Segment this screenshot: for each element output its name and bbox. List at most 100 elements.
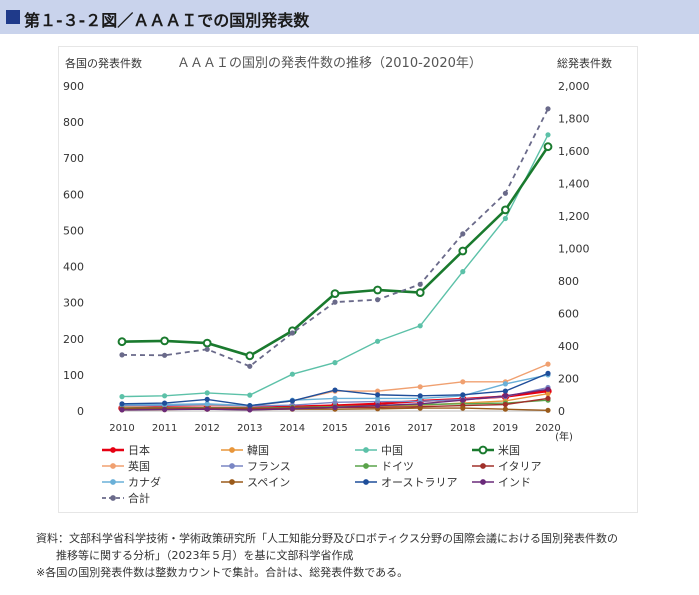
right-tick-label: 0 — [558, 405, 565, 418]
legend-marker — [229, 479, 235, 485]
legend-marker — [363, 479, 369, 485]
data-point — [162, 352, 168, 358]
data-point — [545, 106, 551, 112]
right-axis-label: 総発表件数 — [557, 56, 612, 70]
legend-label: 中国 — [381, 444, 403, 457]
left-tick-label: 300 — [63, 297, 84, 310]
data-point — [332, 387, 338, 393]
data-point — [375, 297, 381, 303]
data-point — [545, 386, 551, 392]
left-tick-label: 200 — [63, 333, 84, 346]
data-point — [289, 406, 295, 412]
x-unit-label: (年) — [555, 430, 573, 443]
data-point — [545, 391, 551, 397]
legend-marker — [229, 463, 235, 469]
right-tick-label: 1,600 — [558, 145, 590, 158]
legend-label: ドイツ — [381, 460, 414, 473]
data-point — [460, 231, 466, 237]
line-chart: 各国の発表件数 ＡＡＡＩの国別の発表件数の推移（2010-2020年） 総発表件数 0… — [63, 56, 612, 505]
left-tick-label: 100 — [63, 369, 84, 382]
data-point — [460, 405, 466, 411]
chart-panel — [58, 46, 638, 513]
x-tick-label: 2019 — [493, 423, 518, 434]
legend-marker — [480, 479, 486, 485]
right-tick-label: 800 — [558, 275, 579, 288]
data-point — [502, 406, 508, 412]
data-point — [332, 360, 338, 366]
x-tick-label: 2013 — [237, 423, 262, 434]
data-point — [458, 246, 468, 256]
data-point — [117, 337, 127, 347]
x-tick-label: 2017 — [407, 423, 432, 434]
data-point — [417, 384, 423, 390]
legend-marker — [229, 447, 235, 453]
data-point — [330, 289, 340, 299]
left-tick-label: 600 — [63, 188, 84, 201]
data-point — [417, 405, 423, 411]
legend-marker — [110, 447, 116, 453]
left-tick-label: 400 — [63, 261, 84, 274]
data-point — [119, 401, 125, 407]
legend-label: 韓国 — [247, 444, 269, 457]
source-note: 資料：文部科学省科学技術・学術政策研究所「人工知能分野及びロボティクス分野の国際… — [36, 530, 618, 581]
data-point — [119, 352, 125, 358]
x-tick-label: 2012 — [194, 423, 219, 434]
source-line-2: 推移等に関する分析」（2023年５月）を基に文部科学省作成 — [56, 549, 354, 562]
legend-marker — [478, 445, 488, 455]
data-point — [247, 407, 253, 413]
data-point — [502, 190, 508, 196]
left-tick-label: 700 — [63, 152, 84, 165]
data-point — [417, 393, 423, 399]
x-tick-label: 2018 — [450, 423, 475, 434]
legend-label: 英国 — [128, 459, 150, 473]
data-point — [502, 215, 508, 222]
data-point — [417, 281, 423, 287]
data-point — [375, 392, 381, 398]
data-point — [160, 336, 170, 346]
data-point — [162, 393, 168, 399]
left-tick-label: 800 — [63, 116, 84, 129]
data-point — [332, 395, 338, 401]
legend-label: 合計 — [128, 491, 150, 505]
data-point — [545, 407, 551, 413]
right-tick-label: 400 — [558, 340, 579, 353]
right-tick-label: 1,400 — [558, 178, 590, 191]
data-point — [502, 401, 508, 408]
legend-marker — [110, 495, 116, 501]
data-point — [417, 323, 423, 329]
data-point — [247, 392, 253, 398]
data-point — [545, 361, 551, 367]
data-point — [502, 388, 508, 394]
data-point — [502, 393, 508, 399]
series-line — [121, 108, 549, 368]
source-line-3: ※各国の国別発表件数は整数カウントで集計。合計は、総発表件数である。 — [36, 566, 409, 579]
legend-marker — [480, 463, 486, 469]
data-point — [375, 403, 381, 409]
data-point — [415, 288, 425, 298]
data-point — [162, 407, 168, 413]
x-tick-label: 2010 — [109, 423, 134, 434]
data-point — [460, 392, 466, 398]
left-tick-label: 500 — [63, 224, 84, 237]
series-line — [121, 134, 549, 398]
x-tick-label: 2016 — [365, 423, 390, 434]
right-tick-label: 1,000 — [558, 243, 590, 256]
legend-marker — [110, 463, 116, 469]
data-point — [545, 370, 551, 376]
data-point — [460, 269, 466, 275]
legend-marker — [110, 479, 116, 485]
left-axis-label: 各国の発表件数 — [65, 56, 142, 70]
legend-label: インド — [498, 476, 531, 489]
data-point — [247, 363, 253, 369]
data-point — [460, 397, 466, 403]
data-point — [417, 401, 423, 407]
data-point — [543, 142, 553, 152]
data-point — [545, 395, 551, 401]
data-point — [289, 330, 295, 336]
data-point — [245, 351, 255, 361]
data-point — [247, 403, 253, 409]
data-point — [289, 371, 295, 377]
data-point — [332, 299, 338, 305]
data-point — [460, 379, 466, 385]
left-tick-label: 900 — [63, 80, 84, 93]
